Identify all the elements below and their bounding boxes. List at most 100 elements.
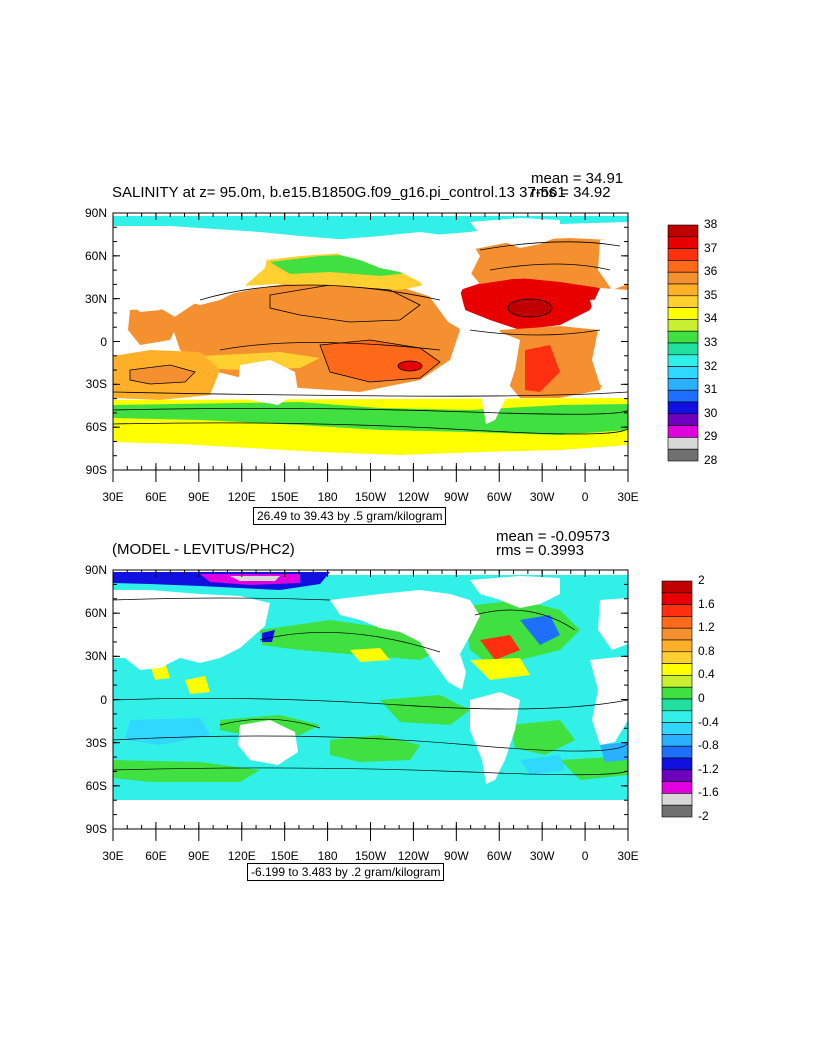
panel-2-mean: mean = -0.09573 [496,528,610,545]
panel-2-lon-label: 150W [354,849,387,863]
panel-1-title: SALINITY at z= 95.0m, b.e15.B1850G.f09_g… [112,184,566,201]
colorbar-swatch [661,745,693,759]
panel-2-lat-label: 0 [100,692,107,707]
panel-2-lon-label: 30E [617,849,639,863]
colorbar-swatch [661,616,693,629]
panel-1-range-label: 26.49 to 39.43 by .5 gram/kilogram [253,507,447,525]
panel-2-colorbar [661,580,693,818]
panel-1-colorbar [667,224,699,462]
panel-2-lat-label: 90N [84,563,107,577]
colorbar-label: -0.4 [698,714,719,729]
panel-1-stats: mean = 34.91 rms = 34.92 [531,171,623,201]
colorbar-swatch [667,413,699,426]
panel-1-lat-label: 90S [85,463,107,477]
colorbar-swatch [667,283,699,297]
colorbar-swatch [661,639,693,653]
colorbar-swatch [667,448,699,462]
panel-1-lon-label: 120E [227,490,256,504]
panel-1-lat-label: 90N [84,206,107,220]
panel-2-lon-label: 90E [188,849,210,863]
panel-2-lat-label: 30S [85,735,107,750]
panel-1-lon-label: 150W [354,490,387,504]
colorbar-swatch [661,769,693,782]
colorbar-swatch [661,580,693,594]
colorbar-swatch [661,675,693,688]
panel-2-lon-label: 60E [145,849,167,863]
panel-1-map [113,213,628,470]
panel-2-lon-label: 90W [443,849,469,863]
colorbar-swatch [667,401,699,415]
colorbar-swatch [661,592,693,605]
colorbar-swatch [661,686,693,700]
panel-1-lon-label: 60W [486,490,512,504]
panel-1-lat-label: 30N [84,291,107,306]
panel-1-lon-label: 30W [529,490,555,504]
colorbar-label: 34 [704,311,718,326]
colorbar-swatch [667,342,699,356]
colorbar-label: 1.6 [698,596,715,611]
colorbar-swatch [661,793,693,806]
colorbar-label: 29 [704,429,718,444]
colorbar-swatch [667,236,699,249]
colorbar-label: -1.6 [698,785,719,800]
colorbar-swatch [667,224,699,238]
panel-1-lon-label: 30E [617,490,639,504]
colorbar-label: 30 [704,405,718,420]
panel-2-lat-label: 90S [85,822,107,836]
colorbar-label: 31 [704,382,718,397]
colorbar-label: 35 [704,287,718,302]
colorbar-swatch [667,389,699,403]
colorbar-label: 0.8 [698,643,715,658]
colorbar-swatch [667,366,699,379]
colorbar-swatch [667,425,699,438]
colorbar-label: 38 [704,217,718,231]
colorbar-swatch [661,734,693,747]
colorbar-swatch [667,319,699,332]
panel-2-lon-label: 120W [397,849,430,863]
colorbar-swatch [667,248,699,261]
colorbar-swatch [667,437,699,450]
panel-2-lat-label: 60N [84,606,107,621]
panel-1-lon-label: 60E [145,490,167,504]
panel-2-lon-label: 30E [102,849,124,863]
panel-2-map [113,570,628,829]
colorbar-swatch [661,604,693,617]
panel-1-lon-label: 120W [397,490,430,504]
colorbar-swatch [667,378,699,391]
colorbar-swatch [661,627,693,641]
colorbar-swatch [661,804,693,818]
panel-1-lon-label: 150E [270,490,299,504]
panel-2-lat-label: 60S [85,778,107,793]
colorbar-label: 33 [704,335,718,349]
colorbar-label: 32 [704,358,718,373]
colorbar-label: -2 [698,809,709,823]
panel-1-rms: rms = 34.92 [531,184,611,201]
panel-2-rms: rms = 0.3993 [496,542,584,559]
panel-2-lon-label: 0 [581,849,589,863]
panel-2-lat-label: 30N [84,649,107,664]
panel-1-ticks [112,212,629,482]
colorbar-swatch [661,698,693,712]
colorbar-label: 0.4 [698,667,715,682]
colorbar-swatch [661,781,693,794]
colorbar-swatch [667,295,699,308]
colorbar-label: 1.2 [698,620,715,635]
panel-2-lon-label: 150E [270,849,299,863]
panel-2-title: (MODEL - LEVITUS/PHC2) [112,541,295,558]
colorbar-label: 0 [698,691,705,705]
colorbar-label: 2 [698,573,705,587]
colorbar-label: 37 [704,240,718,255]
panel-1-lon-label: 90W [443,490,469,504]
panel-1-lat-label: 30S [85,377,107,392]
colorbar-label: 28 [704,453,718,467]
colorbar-swatch [667,330,699,344]
panel-2-lon-label: 180 [317,849,338,863]
colorbar-swatch [667,260,699,273]
panel-2-range-label: -6.199 to 3.483 by .2 gram/kilogram [247,863,445,881]
colorbar-swatch [661,651,693,664]
colorbar-swatch [661,757,693,771]
colorbar-swatch [667,354,699,367]
panel-1-lon-label: 180 [317,490,338,504]
colorbar-swatch [661,710,693,723]
